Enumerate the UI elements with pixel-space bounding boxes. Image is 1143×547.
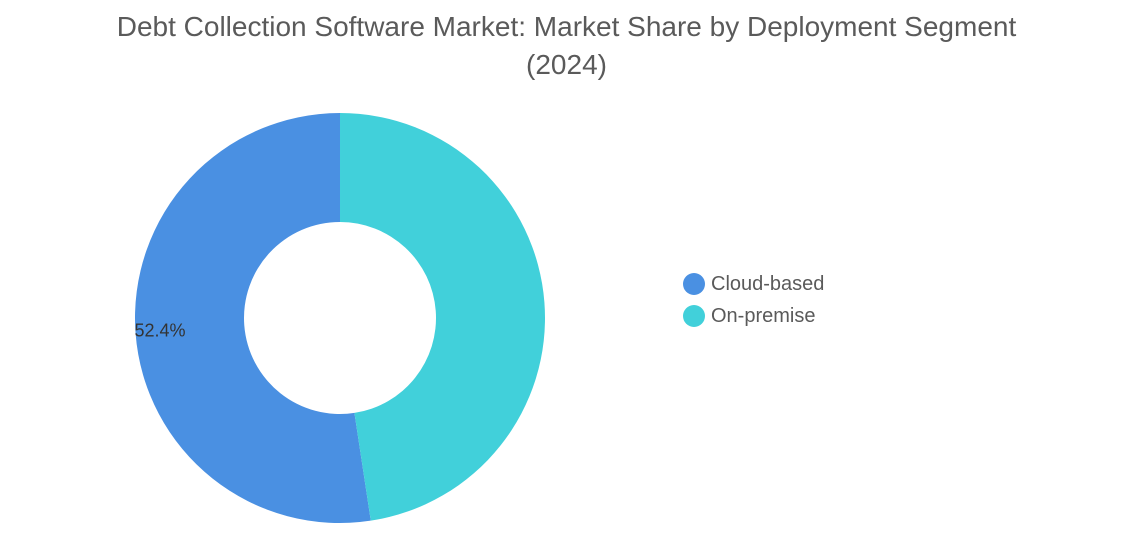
legend-item-on-premise[interactable]: On-premise <box>683 300 824 332</box>
slice-label-cloud-based: 52.4% <box>134 320 185 340</box>
donut-slice-cloud-based[interactable] <box>134 113 371 523</box>
chart-title: Debt Collection Software Market: Market … <box>0 8 1133 84</box>
legend-label-on-premise: On-premise <box>711 304 816 327</box>
chart-title-year: (2024) <box>526 49 607 80</box>
legend-marker-cloud-based <box>683 273 705 295</box>
donut-slice-on-premise[interactable] <box>340 113 545 521</box>
legend-item-cloud-based[interactable]: Cloud-based <box>683 268 824 300</box>
chart-title-main: Debt Collection Software Market: Market … <box>116 11 1017 42</box>
donut-chart: 52.4% <box>134 113 545 523</box>
legend-label-cloud-based: Cloud-based <box>711 272 825 295</box>
legend-marker-on-premise <box>683 305 705 327</box>
donut-slice-labels: 52.4% <box>134 320 185 340</box>
donut-slices <box>134 113 545 523</box>
chart-legend: Cloud-based On-premise <box>683 268 824 332</box>
